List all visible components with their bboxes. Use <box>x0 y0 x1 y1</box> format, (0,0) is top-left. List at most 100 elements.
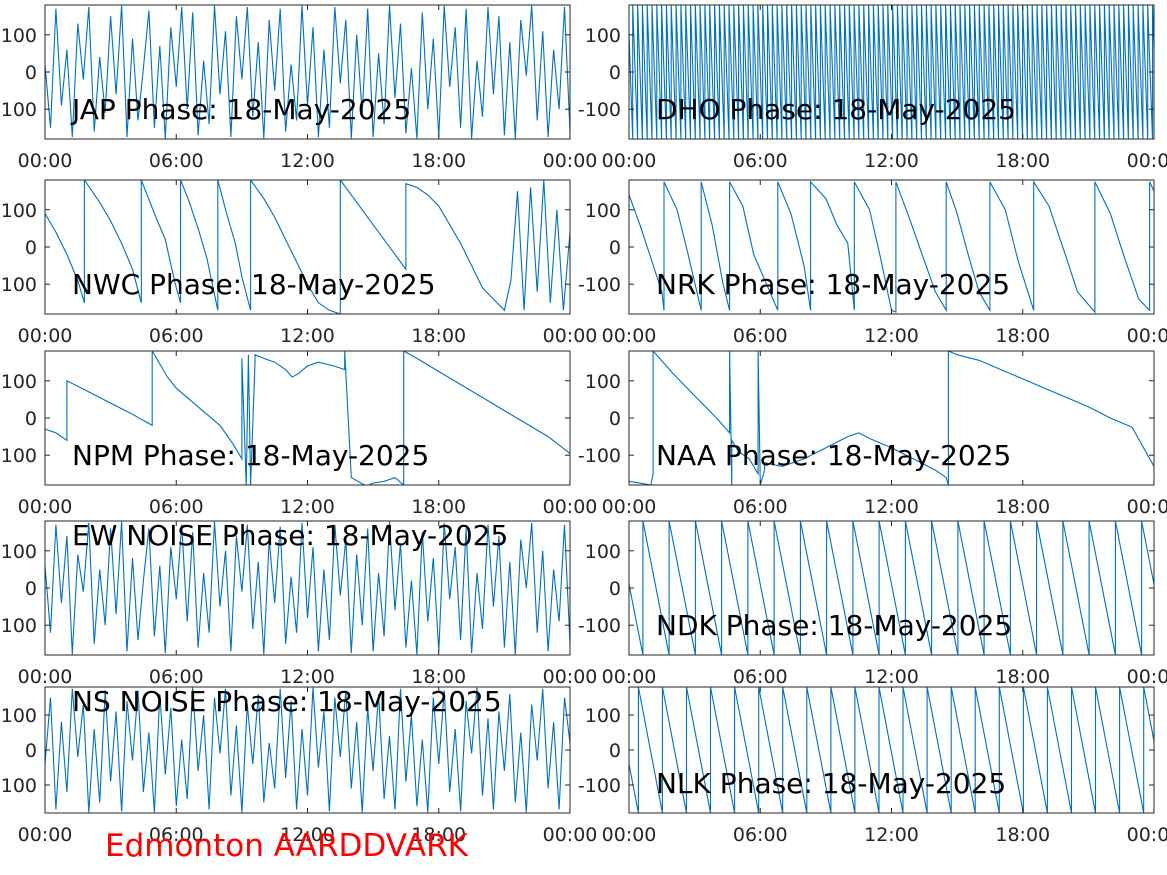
x-tick-label: 00:00 <box>602 496 657 518</box>
x-tick-label: 18:00 <box>411 496 466 518</box>
y-tick-label: 100 <box>585 705 621 727</box>
series-line <box>629 5 1154 139</box>
x-tick-label: 00:00 <box>602 150 657 172</box>
x-tick-label: 18:00 <box>411 824 466 846</box>
y-tick-label: 0 <box>609 237 621 259</box>
x-tick-label: 12:00 <box>864 150 919 172</box>
x-tick-label: 00:00 <box>543 150 598 172</box>
y-tick-label: 0 <box>25 408 37 430</box>
chart-title: DHO Phase: 18-May-2025 <box>656 93 1016 126</box>
x-tick-label: 00:00 <box>1127 666 1167 688</box>
x-tick-label: 12:00 <box>864 325 919 347</box>
x-tick-label: 00:00 <box>543 824 598 846</box>
x-tick-label: 06:00 <box>149 150 204 172</box>
chart-panel: 100 0 -100 00:00 06:00 12:00 18:00 00:00 NLK Pha… <box>578 686 1167 846</box>
chart-panel: 100 0 -100 00:00 06:00 12:00 18:00 00:00 NS NOIS… <box>0 685 597 846</box>
x-tick-label: 06:00 <box>733 496 788 518</box>
x-tick-label: 18:00 <box>995 496 1050 518</box>
x-tick-label: 18:00 <box>995 150 1050 172</box>
x-tick-label: 06:00 <box>733 824 788 846</box>
y-tick-label: -100 <box>0 99 37 121</box>
x-tick-label: 00:00 <box>18 325 73 347</box>
series-line <box>629 687 1154 813</box>
x-tick-label: 06:00 <box>149 496 204 518</box>
chart-title: NRK Phase: 18-May-2025 <box>656 268 1010 301</box>
x-tick-label: 00:00 <box>18 496 73 518</box>
y-tick-label: 0 <box>25 237 37 259</box>
chart-title: NS NOISE Phase: 18-May-2025 <box>72 685 502 718</box>
x-tick-label: 12:00 <box>280 325 335 347</box>
chart-panel: 100 0 -100 00:00 06:00 12:00 18:00 00:00 JAP Pha… <box>0 4 598 172</box>
y-tick-label: 100 <box>1 541 37 563</box>
x-tick-label: 00:00 <box>18 150 73 172</box>
x-tick-label: 06:00 <box>733 150 788 172</box>
x-tick-label: 06:00 <box>149 666 204 688</box>
y-tick-label: 100 <box>1 371 37 393</box>
chart-panel: 100 0 -100 00:00 06:00 12:00 18:00 00:00 NPM Pha… <box>0 350 598 518</box>
x-tick-label: 12:00 <box>280 666 335 688</box>
chart-panel: 100 0 -100 00:00 06:00 12:00 18:00 00:00 NDK Pha… <box>578 520 1167 688</box>
chart-panel: 100 0 -100 00:00 06:00 12:00 18:00 00:00 EW NOIS… <box>0 519 597 688</box>
series-line <box>629 521 1154 655</box>
chart-title: EW NOISE Phase: 18-May-2025 <box>72 519 508 552</box>
chart-title: NAA Phase: 18-May-2025 <box>656 439 1011 472</box>
footer-label: Edmonton AARDDVARK <box>105 828 469 864</box>
y-tick-label: 0 <box>25 62 37 84</box>
x-tick-label: 12:00 <box>864 824 919 846</box>
x-tick-label: 00:00 <box>602 325 657 347</box>
series-line <box>629 180 1154 314</box>
x-tick-label: 00:00 <box>18 666 73 688</box>
x-tick-label: 18:00 <box>995 824 1050 846</box>
chart-title: NWC Phase: 18-May-2025 <box>72 268 436 301</box>
x-tick-label: 00:00 <box>543 325 598 347</box>
series-line <box>45 180 570 314</box>
x-tick-label: 12:00 <box>864 666 919 688</box>
x-tick-label: 00:00 <box>543 666 598 688</box>
y-tick-label: 100 <box>585 541 621 563</box>
x-tick-label: 12:00 <box>280 496 335 518</box>
x-tick-label: 18:00 <box>411 666 466 688</box>
y-tick-label: 0 <box>609 408 621 430</box>
x-tick-label: 18:00 <box>411 150 466 172</box>
y-tick-label: -100 <box>578 99 621 121</box>
chart-title: NPM Phase: 18-May-2025 <box>72 439 429 472</box>
x-tick-label: 06:00 <box>149 824 204 846</box>
chart-title: NLK Phase: 18-May-2025 <box>656 767 1006 800</box>
series-line <box>45 351 570 485</box>
y-tick-label: 100 <box>585 371 621 393</box>
x-tick-label: 12:00 <box>280 150 335 172</box>
chart-title: NDK Phase: 18-May-2025 <box>656 609 1012 642</box>
x-tick-label: 06:00 <box>149 325 204 347</box>
y-tick-label: 100 <box>585 25 621 47</box>
x-tick-label: 06:00 <box>733 325 788 347</box>
x-tick-label: 00:00 <box>1127 496 1167 518</box>
chart-panel: 100 0 -100 00:00 06:00 12:00 18:00 00:00 NRK Pha… <box>578 179 1167 347</box>
y-tick-label: 0 <box>609 578 621 600</box>
x-tick-label: 00:00 <box>602 666 657 688</box>
y-tick-label: -100 <box>578 274 621 296</box>
y-tick-label: 100 <box>1 705 37 727</box>
y-tick-label: -100 <box>578 615 621 637</box>
x-tick-label: 18:00 <box>995 325 1050 347</box>
series-line <box>45 687 570 813</box>
y-tick-label: -100 <box>0 775 37 797</box>
y-tick-label: -100 <box>578 775 621 797</box>
x-tick-label: 00:00 <box>1127 824 1167 846</box>
y-tick-label: -100 <box>578 445 621 467</box>
x-tick-label: 00:00 <box>543 496 598 518</box>
chart-title: JAP Phase: 18-May-2025 <box>70 93 411 126</box>
series-line <box>629 351 1154 485</box>
y-tick-label: 100 <box>1 200 37 222</box>
y-tick-label: -100 <box>0 445 37 467</box>
x-tick-label: 12:00 <box>280 824 335 846</box>
y-tick-label: 0 <box>609 740 621 762</box>
x-tick-label: 00:00 <box>602 824 657 846</box>
y-tick-label: 0 <box>609 62 621 84</box>
chart-panel: 100 0 -100 00:00 06:00 12:00 18:00 00:00 NWC Pha… <box>0 179 598 347</box>
y-tick-label: 100 <box>585 200 621 222</box>
y-tick-label: 0 <box>25 740 37 762</box>
y-tick-label: 100 <box>1 25 37 47</box>
series-line <box>45 521 570 655</box>
x-tick-label: 00:00 <box>1127 325 1167 347</box>
